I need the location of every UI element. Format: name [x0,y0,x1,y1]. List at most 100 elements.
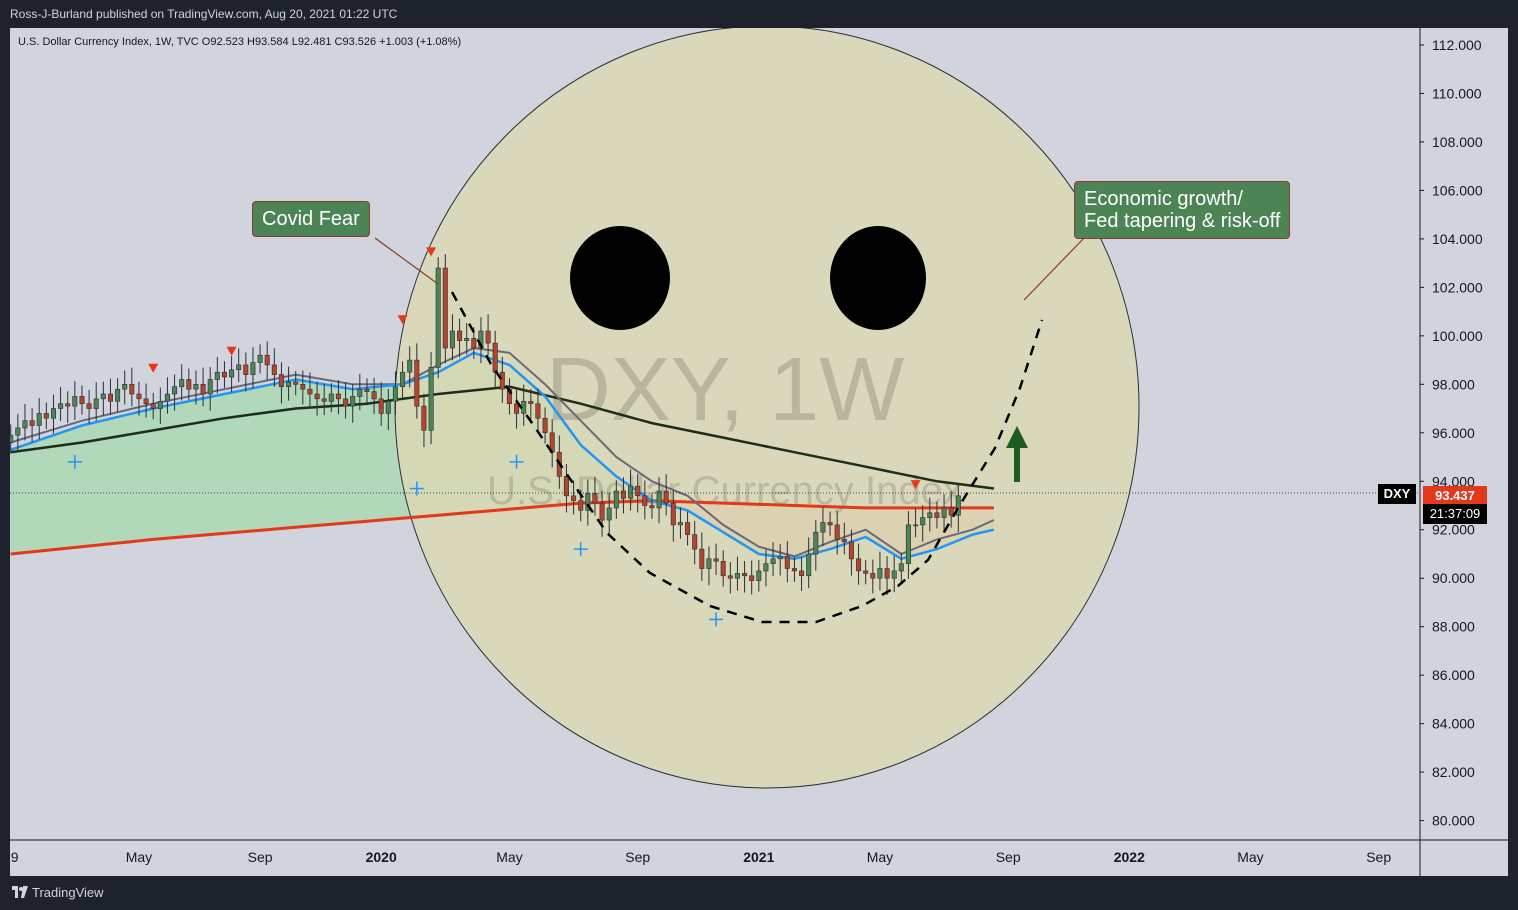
growth-text-line2: Fed tapering & risk-off [1084,210,1281,232]
time-tick-label: 2021 [743,849,774,865]
candle-body [763,563,769,572]
candle-body [449,330,455,349]
bar-countdown-tag: 21:37:09 [1423,504,1487,524]
candle-body [321,398,327,402]
price-tick-label: 110.000 [1432,85,1482,101]
candle-body [378,398,384,414]
candle-body [770,558,776,564]
candle-body [628,485,634,499]
candle-body [585,493,591,511]
candle-body [820,522,826,533]
covid-fear-label[interactable]: Covid Fear [252,201,370,237]
candle-body [314,393,320,400]
candle-body [827,522,833,526]
candle-body [642,495,648,506]
candle-body [742,573,748,577]
candle-body [841,539,847,543]
candle-body [286,381,292,387]
tradingview-logo-icon [12,886,28,898]
time-tick-label: May [867,849,893,865]
candle-body [115,388,121,402]
candle-body [157,400,163,409]
candle-body [663,490,669,504]
growth-text-line1: Economic growth/ [1084,188,1243,210]
price-tick-label: 108.000 [1432,134,1483,150]
candle-body [499,371,505,390]
candle-body [10,434,14,443]
candle-body [720,560,726,577]
candle-body [535,403,541,419]
candle-body [442,267,448,349]
candle-body [50,408,56,419]
candle-body [293,381,299,385]
sell-signal-marker [397,315,408,325]
candle-body [392,386,398,402]
candle-body [670,502,676,526]
smile-curve-dashed[interactable] [450,291,1044,624]
candle-body [193,383,199,390]
candle-body [955,495,961,516]
candle-body [941,507,947,518]
footer-bar: TradingView [0,876,1518,910]
time-tick-label: May [126,849,152,865]
candle-body [229,369,235,378]
price-chart[interactable]: DXY, 1W U.S. Dollar Currency Index 112.0… [10,28,1508,876]
publisher-bar: Ross-J-Burland published on TradingView.… [0,0,1518,28]
price-tick-label: 94.000 [1432,473,1475,489]
candle-body [791,568,797,572]
economic-growth-label[interactable]: Economic growth/ Fed tapering & risk-off [1074,181,1291,239]
candle-body [278,374,284,388]
chart-frame[interactable]: DXY, 1W U.S. Dollar Currency Index 112.0… [10,28,1508,876]
candle-body [813,531,819,555]
price-tick-label: 112.000 [1432,37,1482,53]
candle-body [122,383,128,390]
candle-body [86,403,92,409]
time-tick-label: May [496,849,522,865]
price-tick-label: 98.000 [1432,376,1475,392]
candle-body [784,556,790,569]
covid-fear-text: Covid Fear [262,208,360,230]
price-tick-label: 102.000 [1432,279,1483,295]
candle-body [485,330,491,344]
time-tick-label: 2020 [366,849,397,865]
candle-body [93,398,99,409]
candle-body [143,398,149,404]
growth-callout-pointer [1023,235,1087,301]
candle-body [777,556,783,560]
candle-body [108,393,114,402]
candle-body [514,403,520,414]
up-arrow-icon [1006,426,1028,448]
candle-body [856,558,862,572]
candle-body [913,524,919,527]
candle-body [150,403,156,409]
candle-body [649,505,655,509]
candle-body [428,366,434,431]
time-tick-label: 2022 [1114,849,1145,865]
price-tick-label: 86.000 [1432,667,1475,683]
candle-body [457,330,463,341]
sell-signal-marker [226,346,237,356]
covid-callout-pointer [374,237,439,285]
candle-body [221,371,227,378]
price-tick-label: 90.000 [1432,570,1475,586]
tradingview-brand: TradingView [32,885,104,900]
candle-body [200,383,206,395]
time-tick-label: Sep [248,849,273,865]
price-tick-label: 100.000 [1432,328,1483,344]
candle-body [100,393,106,400]
candle-body [414,359,420,407]
candle-body [400,371,406,388]
candle-body [635,485,641,497]
candle-body [734,573,740,579]
candle-body [214,371,220,380]
candle-body [749,575,755,581]
candle-body [364,388,370,392]
candle-body [29,420,35,426]
candle-body [542,417,548,434]
candle-body [385,400,391,414]
candle-body [207,379,213,395]
candle-body [243,364,249,375]
candle-body [806,553,812,577]
smiley-right-eye [830,226,926,330]
candle-body [578,500,584,511]
